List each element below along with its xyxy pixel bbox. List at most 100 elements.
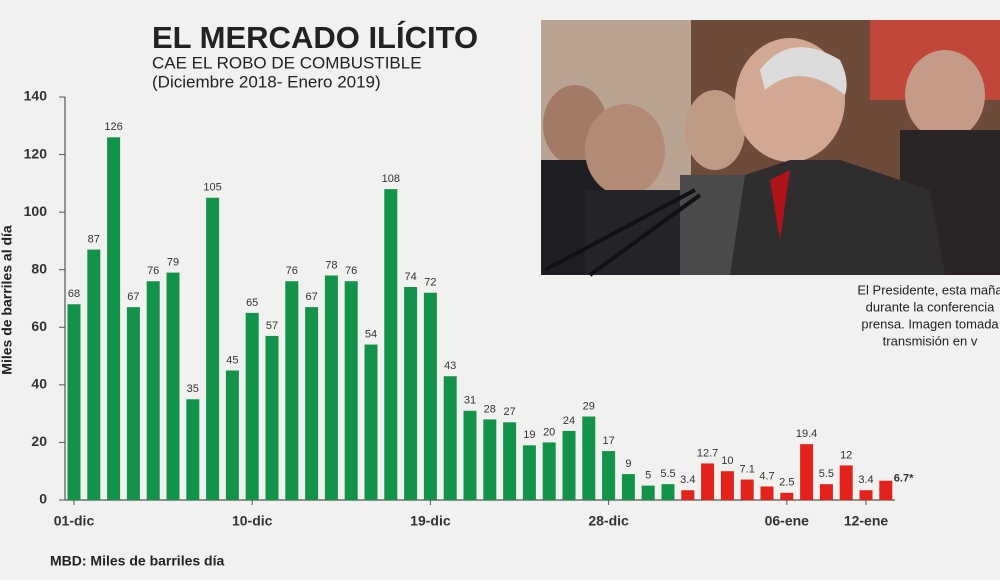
y-tick-label: 80 [31, 260, 47, 276]
value-label: 67 [305, 291, 317, 303]
bar [364, 344, 378, 500]
bar [661, 484, 675, 500]
photo-caption: durante la conferencia [866, 299, 995, 314]
bar [463, 410, 477, 500]
bar [324, 275, 338, 500]
bar [641, 485, 655, 500]
value-label: 24 [563, 415, 575, 427]
value-label: 126 [104, 121, 122, 133]
value-label: 19 [523, 429, 535, 441]
value-label: 5.5 [660, 468, 675, 480]
x-tick-label: 19-dic [410, 513, 451, 529]
y-tick-label: 100 [24, 203, 48, 219]
value-label: 12 [840, 449, 852, 461]
bar [859, 490, 873, 500]
value-label: 27 [503, 406, 515, 418]
photo-caption: prensa. Imagen tomada [861, 316, 999, 331]
bar [186, 399, 200, 500]
bar [423, 292, 437, 500]
value-label: 5 [645, 470, 651, 482]
value-label: 3.4 [858, 474, 873, 486]
value-label: 2.5 [779, 477, 794, 489]
bar [522, 445, 536, 500]
bar [582, 416, 596, 500]
value-label: 43 [444, 360, 456, 372]
bar [621, 474, 635, 500]
value-label: 78 [325, 259, 337, 271]
value-label: 3.4 [680, 474, 695, 486]
bar [800, 444, 814, 500]
y-tick-label: 20 [31, 433, 47, 449]
bar [87, 249, 101, 500]
photo-caption: El Presidente, esta maña [857, 282, 1000, 297]
bar [720, 471, 734, 500]
value-label: 31 [464, 395, 476, 407]
value-label: 79 [167, 256, 179, 268]
chart-period: (Diciembre 2018- Enero 2019) [152, 72, 381, 91]
value-label: 29 [583, 400, 595, 412]
value-label: 45 [226, 354, 238, 366]
value-label: 20 [543, 426, 555, 438]
value-label: 12.7 [697, 447, 718, 459]
bar [562, 430, 576, 500]
value-label: 4.7 [759, 470, 774, 482]
value-label: 76 [147, 265, 159, 277]
x-tick-label: 28-dic [588, 513, 629, 529]
bar [760, 486, 774, 500]
bar [384, 189, 398, 500]
value-label: 87 [88, 233, 100, 245]
value-label: 17 [602, 435, 614, 447]
value-label: 7.1 [740, 463, 755, 475]
value-label: 5.5 [819, 468, 834, 480]
bar [245, 312, 259, 500]
bar [503, 422, 517, 500]
bar [740, 479, 754, 500]
value-label: 105 [203, 182, 221, 194]
bar [107, 137, 121, 501]
value-label: 54 [365, 328, 377, 340]
value-label: 35 [187, 383, 199, 395]
value-label: 65 [246, 297, 258, 309]
y-tick-label: 40 [31, 376, 47, 392]
x-tick-label: 01-dic [54, 513, 95, 529]
photo [541, 20, 1000, 277]
value-label: 76 [345, 265, 357, 277]
y-tick-label: 60 [31, 318, 47, 334]
footnote: MBD: Miles de barriles día [50, 553, 224, 569]
bar [305, 307, 319, 500]
value-label: 72 [424, 277, 436, 289]
photo-caption: transmisión en v [883, 333, 978, 348]
bar [146, 281, 160, 500]
bar [166, 272, 180, 500]
bar [443, 376, 457, 500]
chart-subtitle: CAE EL ROBO DE COMBUSTIBLE [152, 53, 422, 72]
bar [67, 304, 81, 500]
bar [285, 281, 299, 500]
value-label: 108 [382, 173, 400, 185]
value-label: 74 [404, 271, 416, 283]
x-tick-label: 06-ene [765, 513, 810, 529]
y-tick-label: 140 [24, 88, 48, 104]
value-label: 57 [266, 320, 278, 332]
bar [819, 484, 833, 500]
chart-title: EL MERCADO ILÍCITO [152, 20, 478, 55]
bar [265, 335, 279, 500]
bar [404, 286, 418, 500]
y-axis-label: Miles de barriles al día [0, 225, 15, 375]
bar [681, 490, 695, 500]
bar [483, 419, 497, 500]
y-tick-label: 0 [39, 491, 47, 507]
value-label: 76 [286, 265, 298, 277]
y-tick-label: 120 [24, 145, 48, 161]
bar [701, 463, 715, 500]
x-tick-label: 12-ene [844, 513, 889, 529]
bar [206, 197, 220, 500]
bar [344, 281, 358, 500]
value-label: 10 [721, 455, 733, 467]
value-label: 28 [484, 403, 496, 415]
bar [879, 480, 893, 500]
bar [839, 465, 853, 500]
value-label: 19.4 [796, 428, 817, 440]
bar [126, 307, 140, 500]
